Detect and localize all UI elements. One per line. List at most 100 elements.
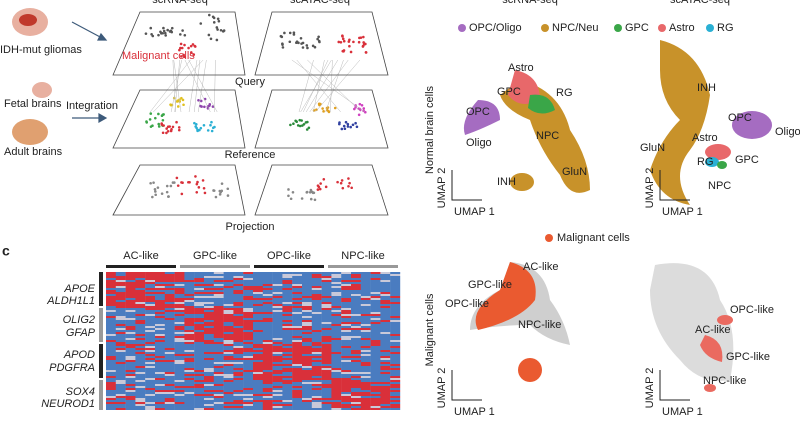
heat-cell <box>213 386 224 388</box>
heat-cell <box>125 404 136 406</box>
heat-cell <box>370 350 381 352</box>
heat-cell <box>321 378 332 380</box>
heat-cell <box>106 284 116 286</box>
heat-cell <box>155 406 165 408</box>
heat-cell <box>282 360 293 362</box>
dot <box>160 122 164 125</box>
heat-cell <box>155 292 165 294</box>
heat-cell <box>213 318 224 320</box>
heat-cell <box>155 366 165 368</box>
heat-cell <box>106 366 116 368</box>
dot <box>324 185 328 189</box>
heat-cell <box>302 272 312 274</box>
heat-cell <box>106 304 116 306</box>
heat-cell <box>262 364 273 366</box>
heat-cell <box>194 324 205 326</box>
heat-cell <box>204 306 214 308</box>
heat-cell <box>155 336 165 338</box>
link <box>149 59 191 113</box>
heat-cell <box>135 316 146 318</box>
heat-cell <box>292 354 303 356</box>
heat-cell <box>360 292 371 294</box>
label: OPC-like <box>730 304 774 316</box>
heat-cell <box>351 272 361 274</box>
heat-cell <box>253 274 263 276</box>
heat-cell <box>174 364 185 366</box>
heat-cell <box>321 320 332 322</box>
heat-cell <box>194 356 205 358</box>
dot <box>288 31 292 35</box>
heat-cell <box>331 382 342 384</box>
heat-cell <box>174 406 185 408</box>
heat-cell <box>370 388 381 390</box>
heat-cell <box>262 292 273 294</box>
heat-cell <box>272 290 283 292</box>
dot <box>308 190 312 194</box>
heat-cell <box>184 356 195 358</box>
heat-cell <box>262 354 273 356</box>
heat-cell <box>370 390 381 392</box>
heat-cell <box>125 312 136 314</box>
heat-cell <box>311 310 322 312</box>
heat-cell <box>106 324 116 326</box>
heat-cell <box>204 354 214 356</box>
heat-cell <box>243 302 254 304</box>
heat-cell <box>243 308 254 310</box>
heat-cell <box>194 360 205 362</box>
heat-cell <box>204 326 214 328</box>
heat-cell <box>155 314 165 316</box>
heat-cell <box>311 334 322 336</box>
heat-cell <box>223 296 234 298</box>
heat-cell <box>360 408 371 410</box>
heat-cell <box>145 394 156 396</box>
heat-cell <box>341 358 352 360</box>
heat-cell <box>302 306 312 308</box>
dot <box>161 31 165 35</box>
dot <box>333 106 337 110</box>
heat-cell <box>253 390 263 392</box>
heat-cell <box>390 302 401 304</box>
heat-cell <box>380 354 391 356</box>
heat-cell <box>341 298 352 300</box>
heat-cell <box>262 362 273 364</box>
heat-cell <box>360 310 371 312</box>
heat-cell <box>213 398 224 400</box>
heat-cell <box>145 282 156 284</box>
heat-cell <box>223 372 234 374</box>
heat-cell <box>194 382 205 384</box>
label: OPC <box>466 106 490 118</box>
heat-cell <box>262 368 273 370</box>
heat-cell <box>233 394 244 396</box>
heat-cell <box>184 330 195 332</box>
heat-cell <box>272 306 283 308</box>
heat-cell <box>292 386 303 388</box>
heat-cell <box>380 396 391 398</box>
heat-cell <box>174 348 185 350</box>
heat-cell <box>292 290 303 292</box>
heat-cell <box>204 296 214 298</box>
heat-cell <box>390 272 401 274</box>
heat-cell <box>184 358 195 360</box>
heat-cell <box>204 388 214 390</box>
heat-cell <box>380 292 391 294</box>
heat-cell <box>360 388 371 390</box>
dot <box>181 181 184 185</box>
heat-cell <box>302 326 312 328</box>
label: APOE <box>63 283 95 295</box>
heat-cell <box>213 282 224 284</box>
heat-cell <box>174 294 185 296</box>
heat-cell <box>331 378 342 380</box>
heat-cell <box>233 388 244 390</box>
dot <box>181 98 185 102</box>
heat-cell <box>213 276 224 278</box>
heat-cell <box>106 280 116 282</box>
heat-cell <box>174 400 185 402</box>
heat-cell <box>125 300 136 302</box>
dot <box>216 28 219 31</box>
dot <box>305 44 309 47</box>
heat-cell <box>155 392 165 394</box>
heat-cell <box>145 392 156 394</box>
heat-cell <box>223 302 234 304</box>
heat-cell <box>321 392 332 394</box>
heat-cell <box>174 398 185 400</box>
